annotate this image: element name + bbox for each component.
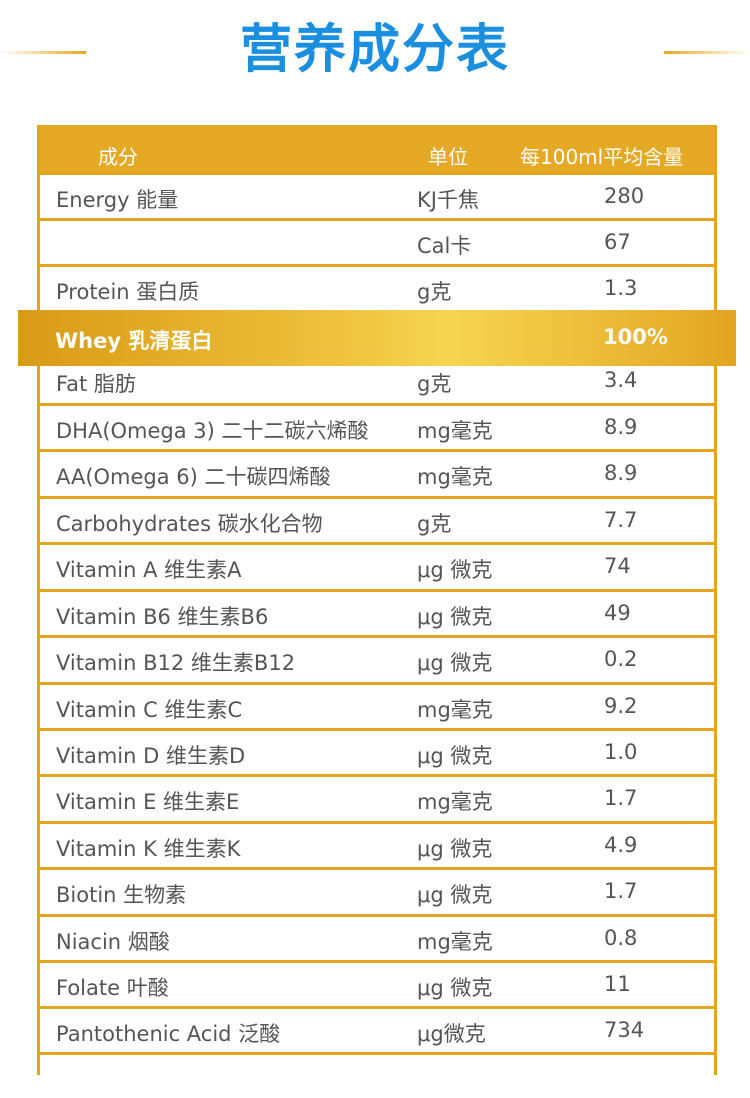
row-amount: 8.9 — [604, 415, 638, 439]
table-row: Vitamin A 维生素A μg 微克 74 — [40, 542, 714, 588]
row-name: Biotin 生物素 — [56, 883, 187, 907]
row-name: Energy 能量 — [56, 188, 179, 212]
header-unit: 单位 — [428, 145, 468, 169]
table-row: Cal卡 67 — [40, 218, 714, 264]
row-unit: g克 — [417, 280, 452, 304]
title-decoration-right — [664, 51, 750, 54]
row-amount: 0.8 — [604, 926, 638, 950]
table-row — [40, 1052, 714, 1098]
row-amount: 1.7 — [604, 879, 638, 903]
table-header: 成分 单位 每100ml平均含量 — [40, 125, 714, 175]
row-amount: 7.7 — [604, 508, 638, 532]
table-row: Niacin 烟酸 mg毫克 0.8 — [40, 914, 714, 960]
row-amount: 9.2 — [604, 694, 638, 718]
row-name: Protein 蛋白质 — [56, 280, 200, 304]
row-name: Vitamin K 维生素K — [56, 837, 241, 861]
row-unit: mg毫克 — [417, 790, 493, 814]
row-unit: mg毫克 — [417, 419, 493, 443]
row-amount: 3.4 — [604, 368, 638, 392]
table-row: Biotin 生物素 μg 微克 1.7 — [40, 867, 714, 913]
row-name: Vitamin D 维生素D — [56, 744, 246, 768]
table-row: Vitamin C 维生素C mg毫克 9.2 — [40, 682, 714, 728]
row-amount: 1.0 — [604, 740, 638, 764]
row-name: Niacin 烟酸 — [56, 930, 170, 954]
row-name: Vitamin B12 维生素B12 — [56, 651, 296, 675]
table-row: DHA(Omega 3) 二十二碳六烯酸 mg毫克 8.9 — [40, 403, 714, 449]
row-unit: μg 微克 — [417, 651, 493, 675]
table-row: Vitamin B6 维生素B6 μg 微克 49 — [40, 589, 714, 635]
header-name: 成分 — [98, 145, 138, 169]
table-row: Protein 蛋白质 g克 1.3 — [40, 264, 714, 310]
row-unit: μg 微克 — [417, 976, 493, 1000]
row-name: Fat 脂肪 — [56, 372, 136, 396]
row-name: Carbohydrates 碳水化合物 — [56, 512, 323, 536]
row-unit: μg微克 — [417, 1022, 486, 1046]
table-row: Carbohydrates 碳水化合物 g克 7.7 — [40, 496, 714, 542]
row-name: AA(Omega 6) 二十碳四烯酸 — [56, 465, 331, 489]
table-row: Vitamin B12 维生素B12 μg 微克 0.2 — [40, 635, 714, 681]
nutrition-table: 成分 单位 每100ml平均含量 Energy 能量 KJ千焦 280 Cal卡… — [37, 125, 717, 1075]
row-unit: g克 — [417, 512, 452, 536]
table-row: AA(Omega 6) 二十碳四烯酸 mg毫克 8.9 — [40, 449, 714, 495]
highlight-name: Whey 乳清蛋白 — [55, 329, 213, 353]
header-amount: 每100ml平均含量 — [520, 145, 684, 169]
table-row: Vitamin D 维生素D μg 微克 1.0 — [40, 728, 714, 774]
highlight-amount: 100% — [603, 325, 668, 349]
row-amount: 74 — [604, 554, 631, 578]
row-amount: 8.9 — [604, 461, 638, 485]
row-unit: μg 微克 — [417, 837, 493, 861]
row-amount: 11 — [604, 972, 631, 996]
row-name: Vitamin E 维生素E — [56, 790, 240, 814]
row-amount: 734 — [604, 1018, 645, 1042]
row-amount: 4.9 — [604, 833, 638, 857]
row-unit: μg 微克 — [417, 558, 493, 582]
row-amount: 1.7 — [604, 786, 638, 810]
row-amount: 280 — [604, 184, 645, 208]
row-name: Vitamin A 维生素A — [56, 558, 242, 582]
row-name: Pantothenic Acid 泛酸 — [56, 1022, 281, 1046]
page-title: 营养成分表 — [239, 20, 510, 80]
row-name: Folate 叶酸 — [56, 976, 169, 1000]
row-unit: mg毫克 — [417, 930, 493, 954]
title-area: 营养成分表 — [0, 0, 750, 100]
table-row: Pantothenic Acid 泛酸 μg微克 734 — [40, 1006, 714, 1052]
row-name: DHA(Omega 3) 二十二碳六烯酸 — [56, 419, 369, 443]
row-unit: μg 微克 — [417, 883, 493, 907]
row-amount: 1.3 — [604, 276, 638, 300]
row-amount: 0.2 — [604, 647, 638, 671]
title-decoration-left — [0, 51, 86, 54]
row-amount: 49 — [604, 601, 631, 625]
row-amount: 67 — [604, 230, 631, 254]
row-name: Vitamin B6 维生素B6 — [56, 605, 269, 629]
highlight-row: Whey 乳清蛋白 100% — [18, 310, 736, 366]
row-unit: μg 微克 — [417, 744, 493, 768]
row-unit: KJ千焦 — [417, 188, 479, 212]
table-row: Vitamin E 维生素E mg毫克 1.7 — [40, 774, 714, 820]
row-unit: g克 — [417, 372, 452, 396]
row-unit: mg毫克 — [417, 698, 493, 722]
row-unit: Cal卡 — [417, 234, 472, 258]
table-row: Energy 能量 KJ千焦 280 — [40, 172, 714, 218]
table-row: Vitamin K 维生素K μg 微克 4.9 — [40, 821, 714, 867]
row-unit: mg毫克 — [417, 465, 493, 489]
row-unit: μg 微克 — [417, 605, 493, 629]
row-name: Vitamin C 维生素C — [56, 698, 243, 722]
table-row: Folate 叶酸 μg 微克 11 — [40, 960, 714, 1006]
